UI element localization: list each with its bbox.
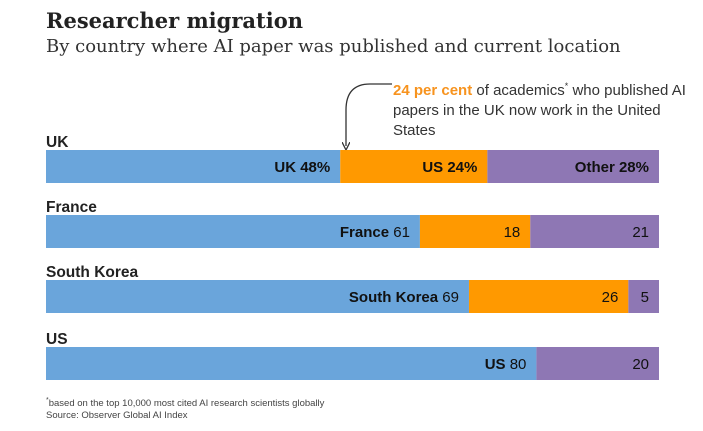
bar-us-other xyxy=(536,347,659,380)
footnote-note-line: *based on the top 10,000 most cited AI r… xyxy=(46,395,324,410)
value-label-uk-other: Other 28% xyxy=(575,159,649,176)
bar-uk-us xyxy=(340,150,488,183)
value-label-south-korea-other: 5 xyxy=(641,289,649,306)
category-label-france: France xyxy=(46,199,97,216)
uk-annotation: 24 per cent of academics* who published … xyxy=(393,76,693,141)
footnote-source: Source: Observer Global AI Index xyxy=(46,410,188,422)
value-label-south-korea-us: 26 xyxy=(602,289,619,306)
value-label-france-other: 21 xyxy=(632,224,649,241)
chart-subtitle: By country where AI paper was published … xyxy=(46,36,621,57)
bar-france-home-country xyxy=(46,215,420,248)
chart-title: Researcher migration xyxy=(46,8,303,33)
annotation-footnote-mark: * xyxy=(564,81,569,91)
value-label-france-home-country: France 61 xyxy=(340,224,410,241)
bar-france-us xyxy=(419,215,531,248)
annotation-text-before-mark: of academics xyxy=(472,82,565,99)
value-label-us-home-country: US 80 xyxy=(485,356,527,373)
bar-us-home-country xyxy=(46,347,537,380)
bar-uk-home-country xyxy=(46,150,341,183)
bar-uk-other xyxy=(487,150,659,183)
annotation-text-after-mark: who published AI papers in the UK now wo… xyxy=(393,82,686,139)
footnote-note: based on the top 10,000 most cited AI re… xyxy=(48,398,325,410)
footnote-mark: * xyxy=(46,397,49,404)
category-label-us: US xyxy=(46,331,68,348)
value-label-south-korea-home-country: South Korea 69 xyxy=(349,289,459,306)
footnote: *based on the top 10,000 most cited AI r… xyxy=(46,395,324,422)
bar-south-korea-other xyxy=(628,280,659,313)
category-label-uk: UK xyxy=(46,134,69,151)
value-label-france-us: 18 xyxy=(504,224,521,241)
bar-south-korea-home-country xyxy=(46,280,469,313)
category-label-south-korea: South Korea xyxy=(46,264,139,281)
annotation-arrow xyxy=(346,83,392,146)
value-label-uk-us: US 24% xyxy=(422,159,477,176)
annotation-highlight: 24 per cent xyxy=(393,82,473,99)
value-label-us-other: 20 xyxy=(632,356,649,373)
bar-south-korea-us xyxy=(468,280,629,313)
value-label-uk-home-country: UK 48% xyxy=(274,159,330,176)
bar-france-other xyxy=(530,215,659,248)
